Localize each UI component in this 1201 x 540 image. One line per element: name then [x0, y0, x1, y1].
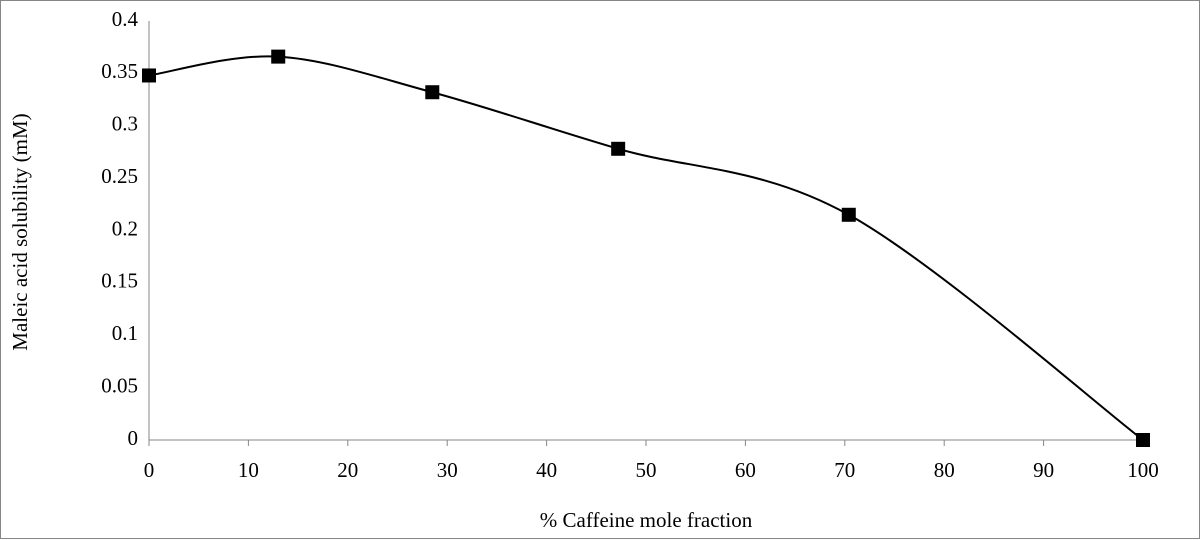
x-tick-label: 60	[735, 458, 756, 482]
y-tick-label: 0	[128, 426, 139, 450]
data-point	[142, 68, 156, 83]
x-tick-label: 50	[636, 458, 657, 482]
data-point	[1136, 433, 1150, 447]
data-point	[271, 49, 286, 64]
data-point	[841, 207, 856, 222]
y-tick-label: 0.05	[101, 373, 138, 397]
x-tick-label: 10	[238, 458, 259, 482]
y-tick-label: 0.15	[101, 269, 138, 293]
data-point	[425, 85, 440, 100]
x-tick-label: 70	[834, 458, 855, 482]
x-tick-label: 90	[1033, 458, 1054, 482]
y-tick-label: 0.3	[112, 112, 138, 136]
data-point	[611, 141, 626, 156]
y-tick-label: 0.4	[112, 7, 139, 31]
x-tick-label: 20	[337, 458, 358, 482]
y-axis-title: Maleic acid solubility (mM)	[8, 113, 32, 350]
x-tick-label: 0	[144, 458, 155, 482]
y-tick-label: 0.35	[101, 59, 138, 83]
y-tick-label: 0.25	[101, 164, 138, 188]
y-tick-label: 0.2	[112, 216, 138, 240]
x-tick-label: 100	[1127, 458, 1159, 482]
x-tick-label: 40	[536, 458, 557, 482]
x-axis-title: % Caffeine mole fraction	[540, 508, 753, 532]
x-tick-label: 80	[934, 458, 955, 482]
y-tick-label: 0.1	[112, 321, 138, 345]
x-tick-label: 30	[437, 458, 458, 482]
